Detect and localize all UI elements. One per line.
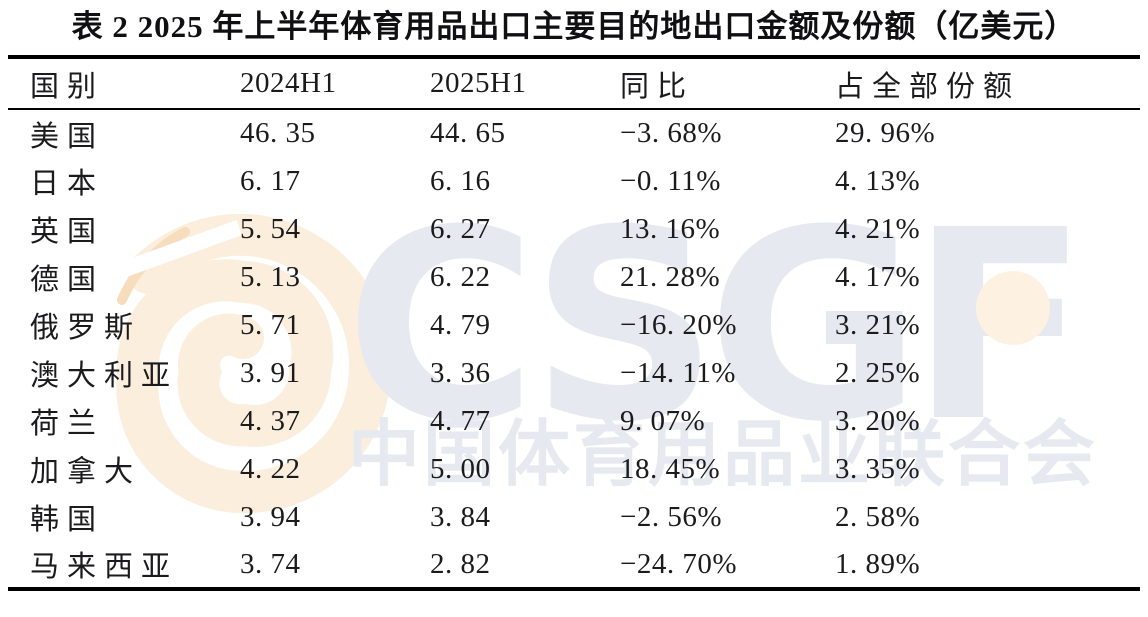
cell-yoy: −14. 11% (620, 356, 736, 389)
cell-2024h1: 3. 91 (240, 356, 301, 389)
cell-yoy: 21. 28% (620, 260, 721, 293)
cell-yoy: 13. 16% (620, 212, 721, 245)
cell-country: 英国 (30, 216, 105, 248)
cell-share: 4. 17% (835, 260, 921, 293)
cell-2024h1: 5. 71 (240, 308, 301, 341)
cell-country: 马来西亚 (30, 551, 179, 583)
cell-yoy: −16. 20% (620, 308, 738, 341)
table-row: 英国 5. 54 6. 27 13. 16% 4. 21% (8, 205, 1140, 253)
table-row: 俄罗斯 5. 71 4. 79 −16. 20% 3. 21% (8, 301, 1140, 349)
cell-country: 加拿大 (30, 456, 142, 488)
cell-share: 2. 25% (835, 356, 921, 389)
cell-share: 4. 13% (835, 164, 921, 197)
cell-2025h1: 4. 77 (430, 404, 491, 437)
cell-country: 俄罗斯 (30, 312, 142, 344)
cell-2024h1: 5. 13 (240, 260, 301, 293)
cell-2025h1: 6. 27 (430, 212, 491, 245)
table-row: 澳大利亚 3. 91 3. 36 −14. 11% 2. 25% (8, 349, 1140, 397)
cell-share: 4. 21% (835, 212, 921, 245)
cell-country: 德国 (30, 264, 105, 296)
cell-2024h1: 6. 17 (240, 164, 301, 197)
cell-yoy: −2. 56% (620, 500, 723, 533)
cell-yoy: 9. 07% (620, 404, 706, 437)
cell-2025h1: 6. 22 (430, 260, 491, 293)
cell-share: 29. 96% (835, 117, 936, 149)
cell-country: 韩国 (30, 504, 105, 536)
cell-yoy: −0. 11% (620, 164, 721, 197)
column-header-country: 国别 (30, 70, 105, 103)
cell-country: 澳大利亚 (30, 360, 179, 392)
cell-share: 3. 35% (835, 452, 921, 485)
cell-2025h1: 44. 65 (430, 117, 506, 149)
cell-2025h1: 3. 36 (430, 356, 491, 389)
cell-yoy: 18. 45% (620, 452, 721, 485)
cell-share: 2. 58% (835, 500, 921, 533)
table-row: 德国 5. 13 6. 22 21. 28% 4. 17% (8, 253, 1140, 301)
cell-2025h1: 4. 79 (430, 308, 491, 341)
cell-2025h1: 5. 00 (430, 452, 491, 485)
cell-2024h1: 46. 35 (240, 117, 316, 149)
column-header-yoy: 同比 (620, 70, 695, 103)
column-header-2025h1: 2025H1 (430, 67, 527, 99)
column-header-2024h1: 2024H1 (240, 67, 337, 99)
table-title: 表 2 2025 年上半年体育用品出口主要目的地出口金额及份额（亿美元） (71, 9, 1077, 44)
export-destinations-table: 国别 2024H1 2025H1 同比 占全部份额 美国 46. 35 44. … (8, 55, 1140, 591)
cell-2025h1: 2. 82 (430, 547, 491, 580)
cell-yoy: −24. 70% (620, 547, 738, 580)
cell-2024h1: 3. 94 (240, 500, 301, 533)
cell-country: 美国 (30, 120, 105, 153)
cell-2024h1: 4. 22 (240, 452, 301, 485)
table-row: 荷兰 4. 37 4. 77 9. 07% 3. 20% (8, 397, 1140, 445)
table-row: 美国 46. 35 44. 65 −3. 68% 29. 96% (8, 109, 1140, 157)
table-row: 韩国 3. 94 3. 84 −2. 56% 2. 58% (8, 493, 1140, 541)
header-row: 国别 2024H1 2025H1 同比 占全部份额 (8, 57, 1140, 109)
cell-yoy: −3. 68% (620, 117, 723, 149)
cell-2024h1: 3. 74 (240, 547, 301, 580)
cell-country: 日本 (30, 168, 105, 200)
cell-share: 3. 21% (835, 308, 921, 341)
table-row: 马来西亚 3. 74 2. 82 −24. 70% 1. 89% (8, 541, 1140, 589)
cell-share: 1. 89% (835, 547, 921, 580)
cell-country: 荷兰 (30, 408, 105, 440)
cell-2025h1: 3. 84 (430, 500, 491, 533)
cell-2025h1: 6. 16 (430, 164, 491, 197)
cell-2024h1: 5. 54 (240, 212, 301, 245)
table-row: 日本 6. 17 6. 16 −0. 11% 4. 13% (8, 157, 1140, 205)
table-row: 加拿大 4. 22 5. 00 18. 45% 3. 35% (8, 445, 1140, 493)
cell-2024h1: 4. 37 (240, 404, 301, 437)
column-header-share: 占全部份额 (835, 70, 1021, 103)
cell-share: 3. 20% (835, 404, 921, 437)
